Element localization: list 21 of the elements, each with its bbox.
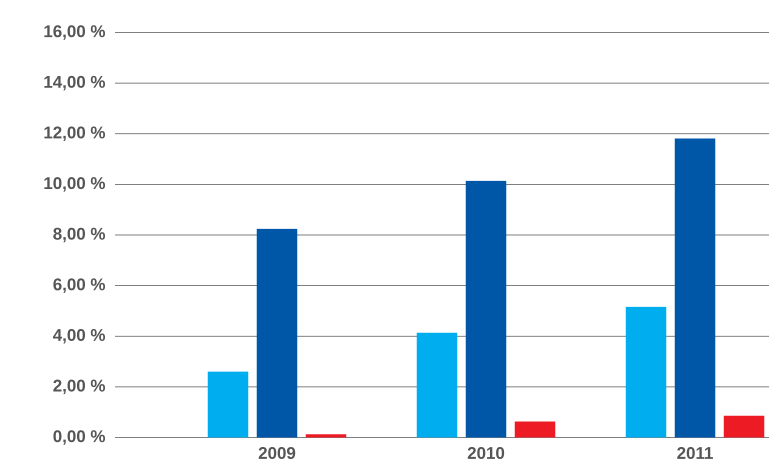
bar: [256, 228, 298, 438]
bar: [674, 138, 716, 438]
y-tick-label: 4,00 %: [53, 329, 106, 344]
bar: [416, 332, 458, 438]
y-tick-label: 14,00 %: [44, 76, 106, 90]
y-tick-label: 2,00 %: [53, 380, 106, 394]
x-tick-label: 2010: [468, 447, 504, 459]
y-tick-label: 10,00 %: [44, 177, 106, 192]
x-tick-label: 2009: [258, 447, 296, 459]
y-tick-label: 8,00 %: [53, 228, 106, 242]
bar: [626, 306, 666, 438]
bar: [514, 422, 556, 438]
bar: [306, 434, 346, 438]
x-tick-label: 2011: [677, 447, 713, 459]
bar: [466, 180, 506, 438]
y-tick-label: 16,00 %: [44, 25, 106, 40]
y-tick-label: 0,00 %: [53, 430, 106, 445]
bar: [208, 372, 248, 438]
bar: [724, 416, 764, 438]
y-tick-label: 6,00 %: [53, 278, 106, 293]
y-tick-label: 12,00 %: [44, 126, 106, 141]
